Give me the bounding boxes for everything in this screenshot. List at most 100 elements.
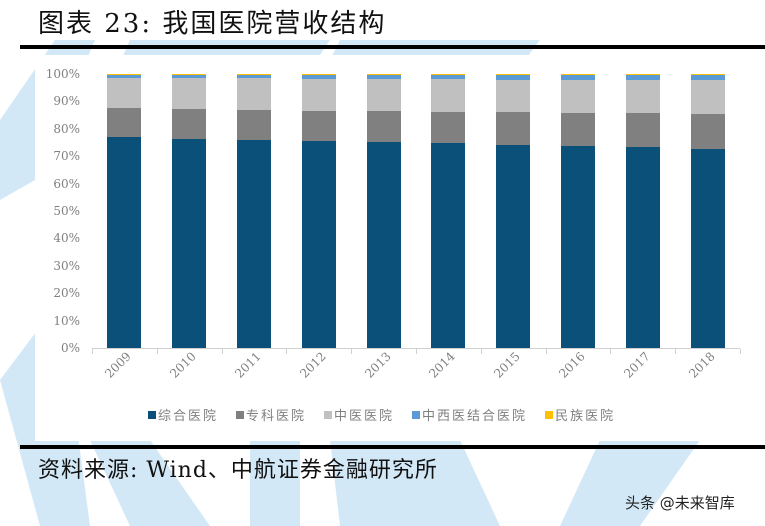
bar-segment: [301, 78, 336, 111]
bar-segment: [237, 109, 271, 140]
legend-swatch-icon: [324, 410, 333, 419]
legend: 综合医院 专科医院 中医医院 中西医结合医院 民族医院: [148, 405, 615, 424]
legend-label: 中医医院: [334, 409, 395, 424]
bar-segment: [496, 111, 531, 145]
bar-segment: [107, 77, 142, 108]
x-tick-mark: [92, 349, 93, 354]
x-tick-mark: [740, 349, 741, 354]
bar-segment: [625, 75, 660, 81]
x-tick-label: 2013: [361, 349, 394, 381]
stacked-bar-2018: [690, 74, 725, 348]
bar-segment: [301, 140, 336, 348]
legend-swatch-icon: [236, 410, 245, 419]
title-divider: [20, 45, 765, 49]
bar-segment: [690, 75, 725, 81]
y-tick-label: 40%: [53, 231, 80, 246]
x-tick-label: 2012: [297, 349, 329, 381]
x-tick-mark: [545, 349, 547, 354]
bar-segment: [496, 79, 531, 112]
bar-segment: [690, 148, 725, 348]
bar-segment: [172, 138, 207, 348]
stacked-bar-2011: [237, 74, 271, 348]
y-tick-label: 20%: [53, 286, 80, 301]
bar-segment: [431, 111, 466, 144]
x-tick-label: 2011: [232, 349, 264, 381]
legend-item: 中西医结合医院: [412, 405, 527, 424]
bar-segment: [301, 110, 336, 141]
y-tick-label: 30%: [53, 258, 80, 273]
bar-segment: [561, 75, 595, 81]
legend-label: 综合医院: [158, 409, 219, 424]
legend-item: 民族医院: [545, 405, 615, 424]
stacked-bar-2014: [431, 74, 466, 348]
bar-segment: [690, 80, 725, 114]
bar-segment: [561, 80, 595, 113]
x-tick-label: 2010: [167, 349, 199, 381]
x-axis-line: [92, 348, 740, 349]
stacked-bar-2013: [366, 74, 401, 348]
bar-segment: [561, 74, 595, 76]
y-tick-label: 10%: [53, 313, 80, 328]
bar-segment: [172, 108, 207, 139]
bar-segment: [237, 78, 271, 110]
x-tick-mark: [156, 349, 158, 354]
stacked-bar-2012: [301, 74, 336, 348]
chart-panel: 100% 90% 80% 70% 60% 50% 40% 30% 20% 10% 0% 2009 20…: [35, 55, 752, 441]
x-tick-mark: [416, 349, 417, 354]
legend-item: 中医医院: [324, 405, 394, 424]
footer-divider: [20, 445, 765, 449]
bar-segment: [431, 79, 466, 112]
bar-segment: [625, 80, 660, 113]
y-tick-label: 100%: [45, 67, 80, 81]
stacked-bar-2015: [496, 74, 531, 348]
x-tick-mark: [675, 349, 677, 354]
bar-segment: [237, 139, 271, 348]
x-tick-mark: [286, 349, 288, 354]
legend-item: 专科医院: [236, 405, 306, 424]
bar-segment: [107, 107, 142, 138]
legend-swatch-icon: [412, 410, 421, 419]
x-tick-label: 2014: [426, 349, 459, 381]
y-tick-label: 90%: [53, 94, 80, 109]
bar-segment: [366, 78, 401, 111]
x-tick-label: 2016: [556, 349, 588, 381]
bar-segment: [496, 144, 531, 348]
stacked-bar-2010: [172, 74, 207, 348]
bar-segment: [172, 77, 207, 109]
bar-segment: [561, 145, 595, 348]
bar-segment: [690, 74, 725, 76]
legend-label: 专科医院: [246, 409, 307, 424]
bar-segment: [625, 74, 660, 76]
legend-label: 民族医院: [555, 409, 616, 424]
stacked-bar-2009: [107, 74, 142, 348]
legend-swatch-icon: [545, 410, 554, 419]
bar-segment: [366, 111, 401, 142]
stacked-bar-2017: [625, 74, 660, 348]
source-note: 资料来源: Wind、中航证券金融研究所: [38, 458, 438, 483]
plot-area: [92, 74, 741, 354]
credit-watermark: 头条 @未来智库: [625, 494, 735, 512]
bar-segment: [625, 146, 660, 348]
x-tick-mark: [351, 349, 353, 354]
legend-item: 综合医院: [148, 405, 218, 424]
y-tick-label: 50%: [53, 204, 80, 218]
y-tick-label: 70%: [53, 149, 80, 164]
y-tick-label: 0%: [60, 341, 80, 355]
y-tick-label: 60%: [53, 176, 80, 191]
bar-segment: [690, 113, 725, 149]
bar-segment: [625, 112, 660, 147]
x-tick-label: 2015: [491, 349, 523, 381]
legend-label: 中西医结合医院: [422, 409, 528, 424]
x-tick-label: 2009: [102, 349, 135, 381]
chart-title: 图表 23: 我国医院营收结构: [38, 9, 387, 39]
bar-segment: [431, 143, 466, 348]
x-tick-mark: [610, 349, 612, 354]
stacked-bar-2016: [561, 74, 595, 348]
x-tick-mark: [480, 349, 482, 354]
legend-swatch-icon: [148, 410, 156, 419]
bar-segment: [107, 137, 142, 348]
bar-segment: [561, 112, 595, 146]
x-tick-label: 2018: [685, 349, 718, 381]
x-tick-mark: [221, 349, 223, 354]
x-tick-label: 2017: [621, 349, 653, 381]
